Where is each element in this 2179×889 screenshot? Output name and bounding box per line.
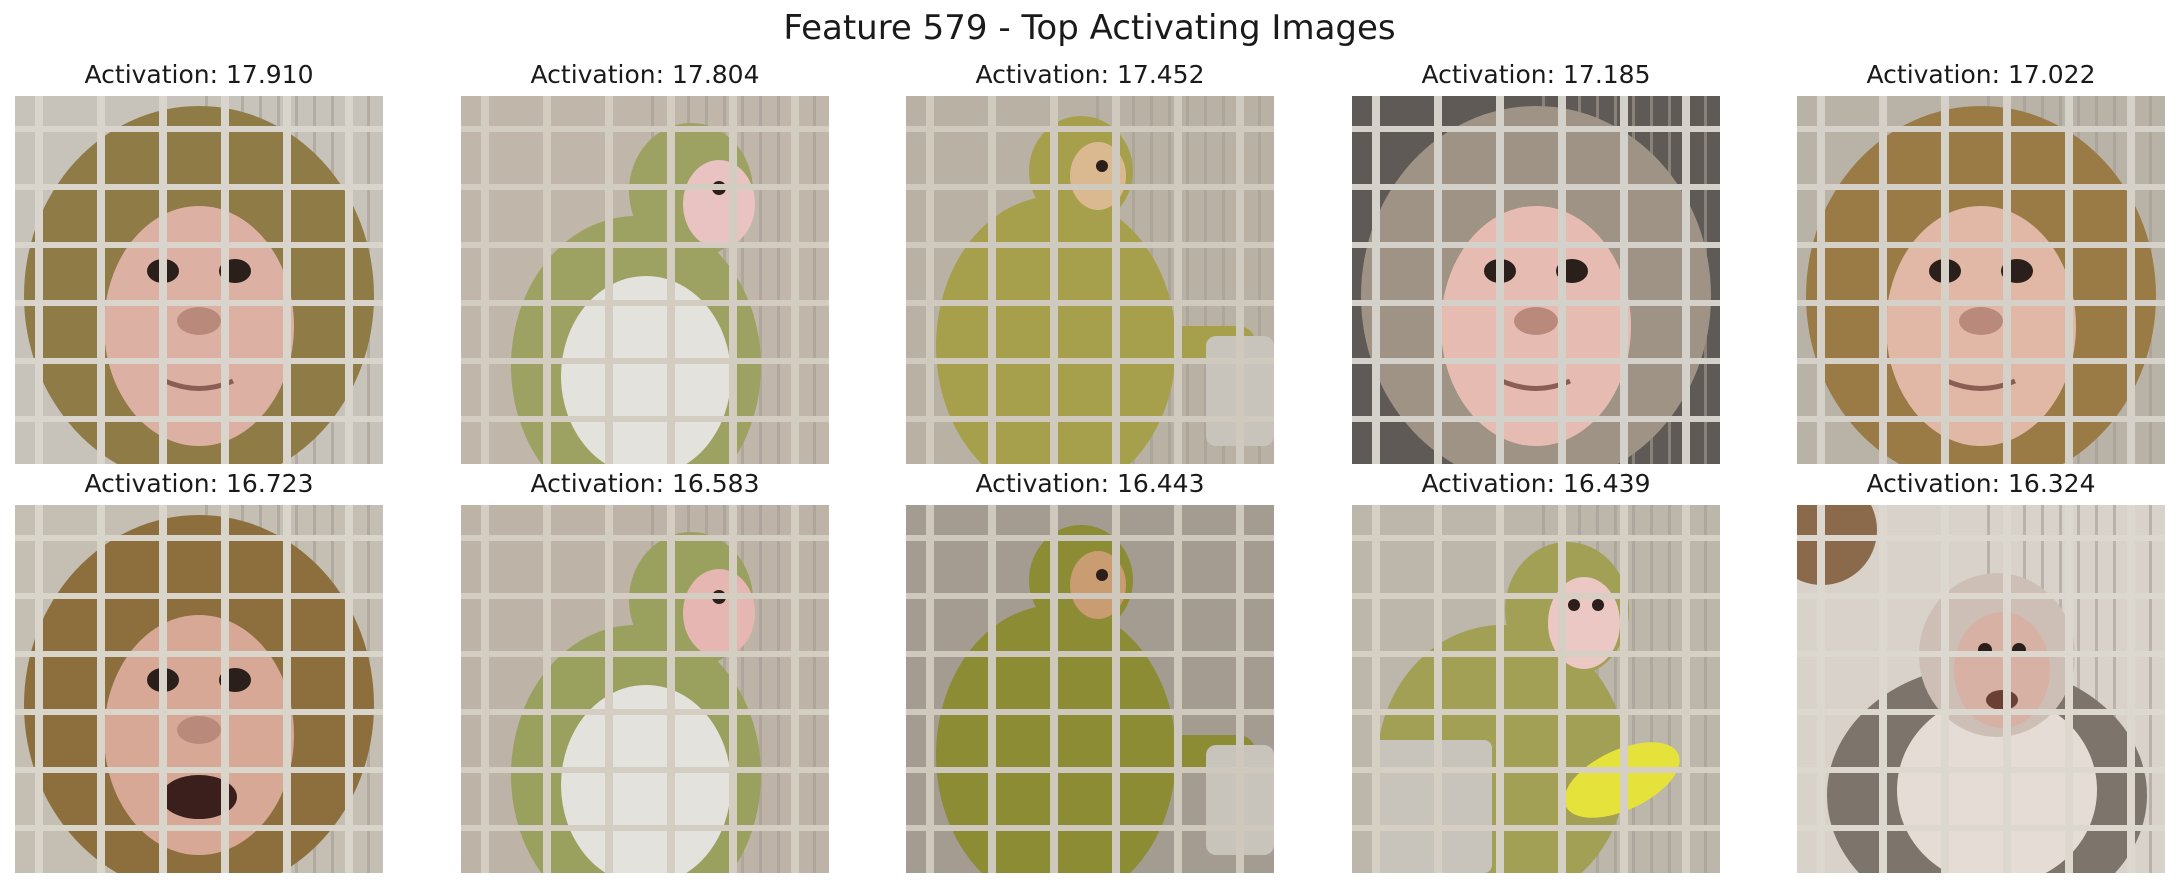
image-tile: Activation: 16.723 <box>15 469 383 873</box>
activating-image <box>906 96 1274 464</box>
activating-image <box>15 96 383 464</box>
activation-label: Activation: 16.583 <box>530 469 760 498</box>
monkey-photo-graphic <box>906 96 1274 464</box>
monkey-photo-graphic <box>461 505 829 873</box>
activating-image <box>461 96 829 464</box>
image-tile: Activation: 16.439 <box>1352 469 1720 873</box>
image-tile: Activation: 17.185 <box>1352 60 1720 464</box>
activating-image <box>1352 505 1720 873</box>
activation-label: Activation: 17.452 <box>975 60 1205 89</box>
image-tile: Activation: 17.804 <box>461 60 829 464</box>
activating-image <box>1352 96 1720 464</box>
activating-image <box>1797 96 2165 464</box>
activating-image <box>1797 505 2165 873</box>
image-tile: Activation: 16.443 <box>906 469 1274 873</box>
image-tile: Activation: 17.022 <box>1797 60 2165 464</box>
figure-title: Feature 579 - Top Activating Images <box>783 8 1396 48</box>
activating-image <box>15 505 383 873</box>
image-tile: Activation: 16.583 <box>461 469 829 873</box>
image-tile: Activation: 17.452 <box>906 60 1274 464</box>
activating-image <box>906 505 1274 873</box>
monkey-photo-graphic <box>906 505 1274 873</box>
monkey-photo-graphic <box>1797 505 2165 873</box>
activation-label: Activation: 16.443 <box>975 469 1205 498</box>
monkey-photo-graphic <box>15 505 383 873</box>
monkey-photo-graphic <box>461 96 829 464</box>
monkey-photo-graphic <box>1797 96 2165 464</box>
monkey-photo-graphic <box>15 96 383 464</box>
monkey-photo-graphic <box>1352 505 1720 873</box>
activation-label: Activation: 16.439 <box>1421 469 1651 498</box>
activation-label: Activation: 16.324 <box>1866 469 2096 498</box>
activation-label: Activation: 17.185 <box>1421 60 1651 89</box>
activation-label: Activation: 17.804 <box>530 60 760 89</box>
image-tile: Activation: 17.910 <box>15 60 383 464</box>
activation-label: Activation: 16.723 <box>84 469 314 498</box>
image-tile: Activation: 16.324 <box>1797 469 2165 873</box>
activation-label: Activation: 17.910 <box>84 60 314 89</box>
monkey-photo-graphic <box>1352 96 1720 464</box>
activating-image <box>461 505 829 873</box>
activation-label: Activation: 17.022 <box>1866 60 2096 89</box>
